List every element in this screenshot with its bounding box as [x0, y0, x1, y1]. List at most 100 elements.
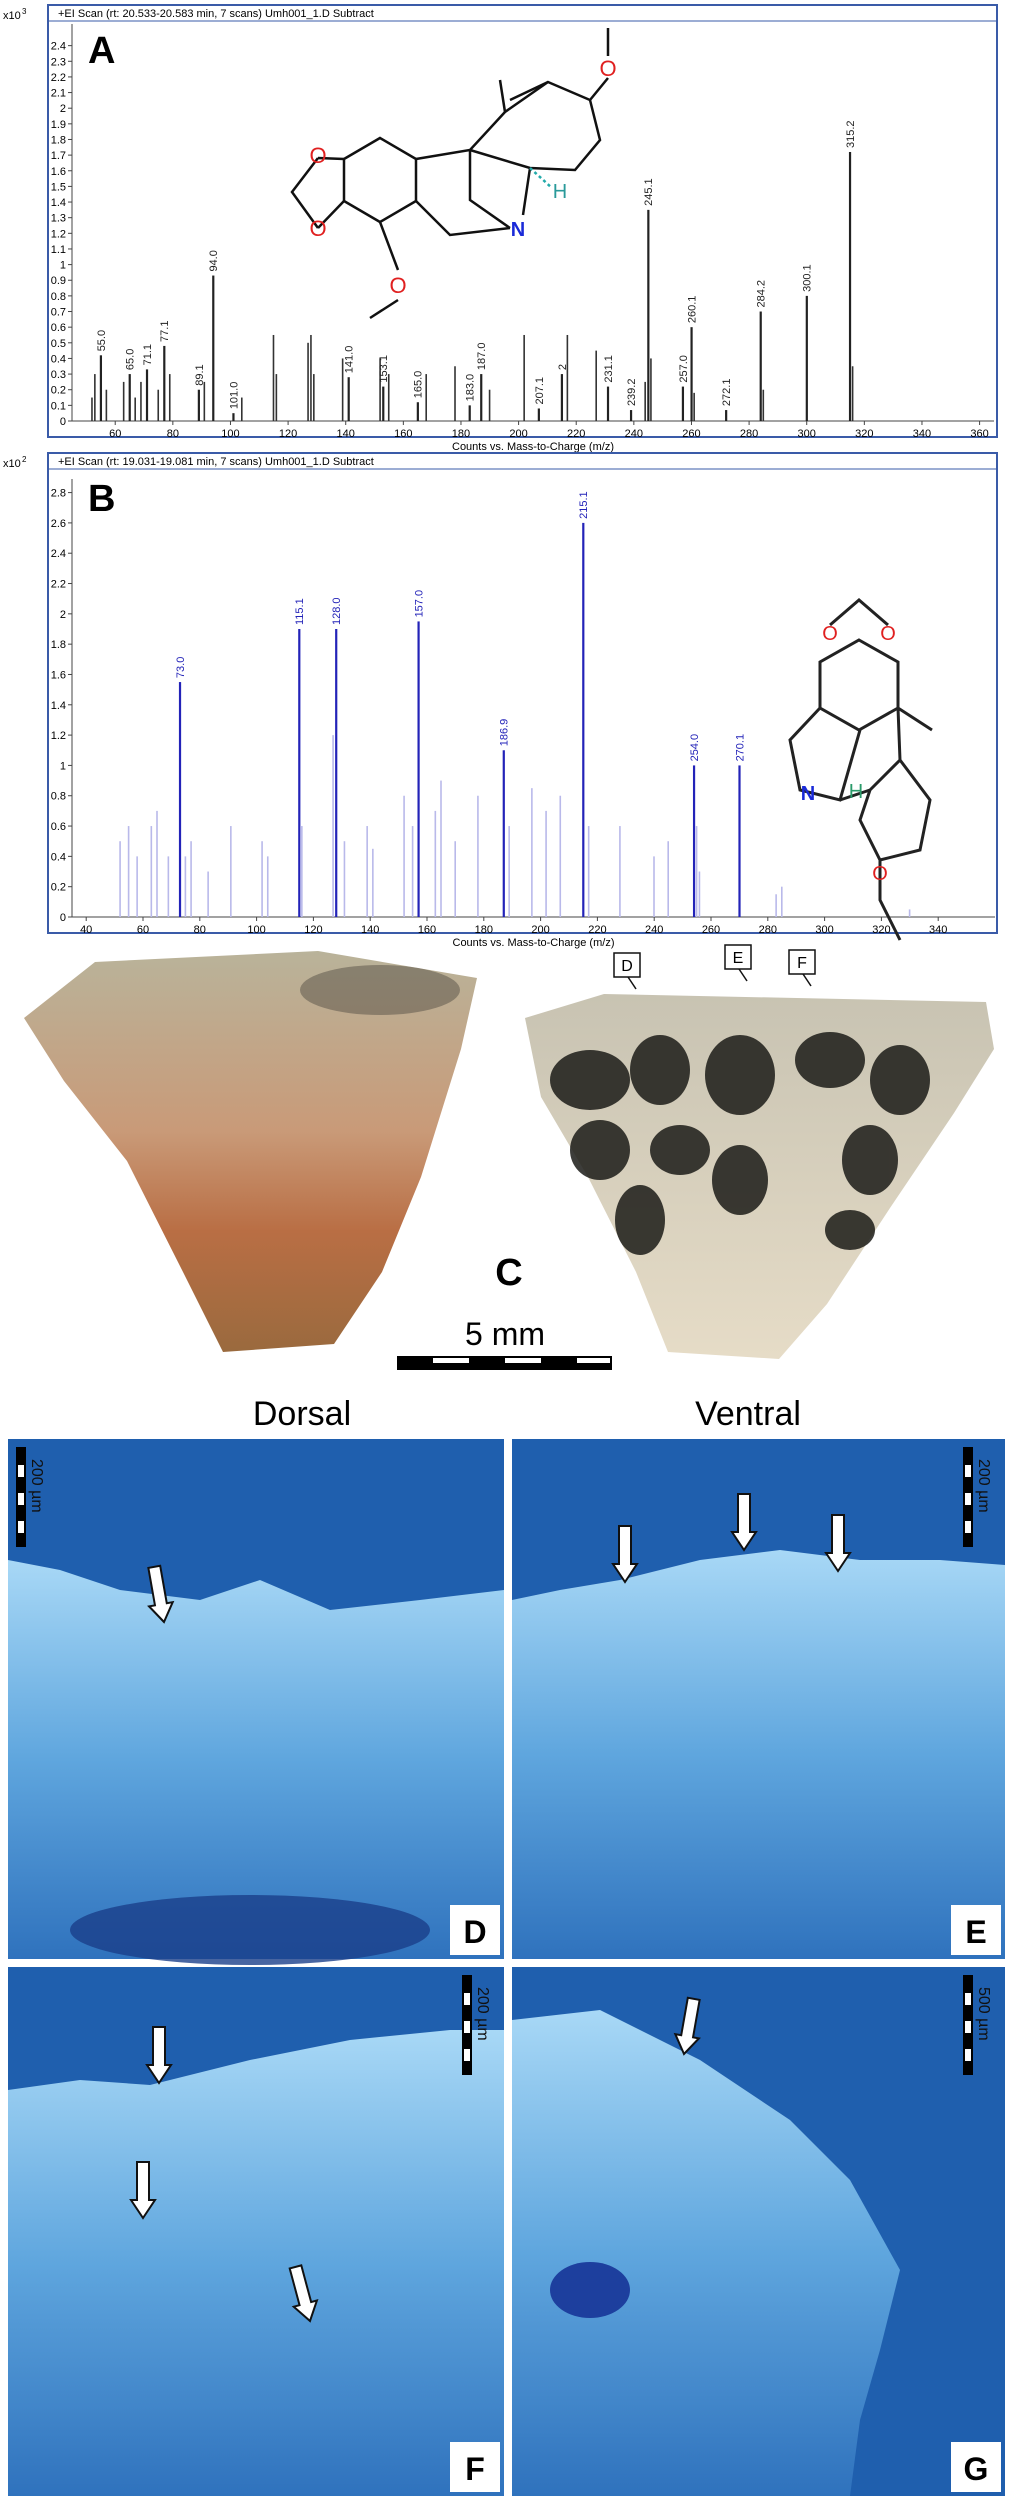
- peak-label: 55.0: [96, 330, 108, 351]
- peak: [545, 810, 547, 917]
- peak: [454, 366, 456, 421]
- peak: [681, 386, 685, 421]
- peak: [134, 397, 136, 421]
- peak-label: 128.0: [331, 597, 343, 625]
- peak: [434, 810, 437, 917]
- peak: [647, 209, 650, 421]
- peak: [582, 522, 585, 917]
- y-tick-label: 0.6: [51, 821, 66, 833]
- arrow: [611, 1525, 639, 1584]
- callout-label: E: [733, 950, 744, 967]
- peak: [725, 410, 728, 421]
- x-tick-label: 360: [970, 428, 988, 440]
- peak: [313, 374, 315, 421]
- structure-a: O O O O N H: [290, 28, 617, 320]
- x-tick-label: 300: [798, 428, 816, 440]
- peak: [341, 358, 344, 421]
- peak: [417, 621, 420, 917]
- panel-label: B: [88, 478, 115, 520]
- y-tick-label: 1.5: [51, 181, 66, 193]
- y-tick-label: 0.2: [51, 882, 66, 894]
- peak-label: 89.1: [194, 364, 206, 385]
- peak: [403, 795, 405, 917]
- atom: O: [872, 863, 888, 885]
- x-tick-label: 340: [929, 924, 947, 936]
- peak: [94, 374, 96, 421]
- peak: [266, 856, 269, 917]
- peak: [140, 381, 142, 421]
- chart-frame: [47, 4, 998, 438]
- y-multiplier: x10: [3, 10, 21, 22]
- y-tick-label: 1.2: [51, 730, 66, 742]
- peak-label: 165.0: [413, 371, 425, 399]
- label-box: [450, 1905, 500, 1955]
- panel-label: G: [964, 2451, 989, 2487]
- peak: [851, 366, 854, 421]
- y-tick-label: 1.6: [51, 669, 66, 681]
- peak: [136, 856, 138, 917]
- y-tick-label: 1.3: [51, 213, 66, 225]
- x-tick-label: 100: [247, 924, 265, 936]
- x-axis-label: Counts vs. Mass-to-Charge (m/z): [452, 441, 614, 453]
- x-tick-label: 220: [588, 924, 606, 936]
- peak-label: 65.0: [125, 349, 137, 370]
- peak: [366, 826, 368, 917]
- peak: [157, 389, 160, 421]
- x-tick-label: 80: [167, 428, 179, 440]
- peak-label: 153.1: [378, 355, 390, 383]
- scale-bar-seg: [18, 1521, 24, 1533]
- peak: [272, 334, 275, 421]
- callout-pointer: [627, 976, 637, 990]
- y-tick-label: 0.1: [51, 400, 66, 412]
- label-box: [450, 2442, 500, 2492]
- peak: [488, 389, 491, 421]
- y-tick-label: 0.7: [51, 307, 66, 319]
- peak: [698, 871, 701, 917]
- chart-title: +EI Scan (rt: 19.031-19.081 min, 7 scans…: [58, 456, 374, 468]
- peak: [416, 402, 419, 421]
- arrow: [147, 1564, 175, 1624]
- callout-pointer: [738, 968, 748, 982]
- chart-frame: [47, 452, 998, 934]
- y-tick-label: 1: [60, 260, 66, 272]
- peak: [127, 826, 130, 917]
- y-tick-label: 1.2: [51, 228, 66, 240]
- x-tick-label: 220: [567, 428, 585, 440]
- x-tick-label: 160: [418, 924, 436, 936]
- panel-label: F: [465, 2451, 485, 2487]
- peak: [848, 151, 852, 421]
- x-tick-label: 320: [855, 428, 873, 440]
- atom: O: [880, 623, 896, 645]
- x-tick-label: 280: [740, 428, 758, 440]
- x-tick-label: 60: [137, 924, 149, 936]
- peak: [692, 765, 696, 917]
- callout-pointer: [802, 973, 812, 987]
- x-tick-label: 160: [394, 428, 412, 440]
- callout-box: [613, 952, 641, 978]
- peak: [379, 358, 381, 421]
- atom: O: [389, 273, 406, 298]
- x-tick-label: 240: [625, 428, 643, 440]
- scale-bar-seg: [18, 1465, 24, 1477]
- peak: [650, 358, 652, 421]
- peak: [163, 345, 166, 421]
- peak-label: 207.1: [534, 377, 546, 405]
- panel-label: E: [965, 1914, 986, 1950]
- x-tick-label: 300: [815, 924, 833, 936]
- peak-label: 183.0: [465, 374, 477, 402]
- peak: [119, 841, 121, 917]
- y-tick-label: 0.9: [51, 275, 66, 287]
- x-tick-label: 180: [475, 924, 493, 936]
- atom: H: [553, 181, 567, 203]
- y-tick-label: 2.4: [51, 41, 66, 53]
- y-exponent: 2: [22, 455, 27, 464]
- peak: [122, 381, 125, 421]
- peak-label: 239.2: [626, 379, 638, 407]
- panel-label: D: [463, 1914, 486, 1950]
- scale-bar-seg: [464, 2049, 470, 2061]
- peak-label: 284.2: [756, 280, 768, 308]
- y-tick-label: 1.7: [51, 150, 66, 162]
- atom: H: [849, 781, 863, 803]
- peak: [781, 886, 783, 917]
- scale-bar-seg: [965, 1521, 971, 1533]
